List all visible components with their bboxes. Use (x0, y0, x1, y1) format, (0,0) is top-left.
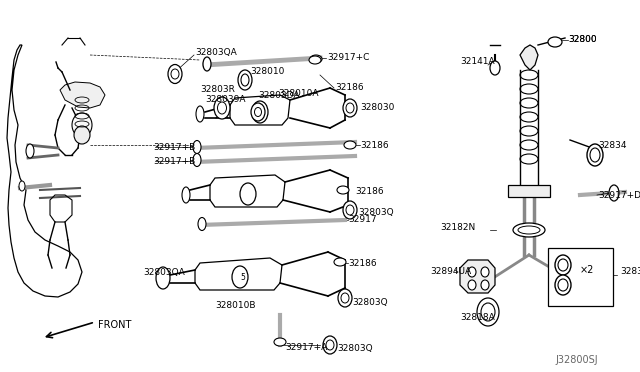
Text: 32803Q: 32803Q (352, 298, 388, 307)
Ellipse shape (590, 148, 600, 162)
Ellipse shape (346, 103, 354, 113)
Ellipse shape (468, 280, 476, 290)
Ellipse shape (310, 55, 322, 63)
Text: 328340: 328340 (620, 267, 640, 276)
Ellipse shape (74, 126, 90, 144)
Ellipse shape (241, 74, 249, 86)
Text: 32917+B: 32917+B (153, 142, 195, 151)
Ellipse shape (343, 201, 357, 219)
Ellipse shape (326, 340, 334, 350)
Ellipse shape (477, 298, 499, 326)
Text: 5: 5 (241, 273, 245, 282)
Ellipse shape (252, 101, 268, 123)
Text: 328010A: 328010A (278, 89, 319, 97)
Text: 32186: 32186 (348, 259, 376, 267)
Ellipse shape (338, 289, 352, 307)
Text: 32803Q: 32803Q (337, 343, 372, 353)
Text: 32803Q: 32803Q (358, 208, 394, 217)
Bar (548, 248, 613, 306)
Ellipse shape (555, 255, 571, 275)
Ellipse shape (490, 61, 500, 75)
Text: 32917+C: 32917+C (327, 54, 369, 62)
Ellipse shape (255, 108, 262, 116)
Ellipse shape (19, 181, 25, 191)
Ellipse shape (168, 64, 182, 83)
Ellipse shape (481, 303, 495, 321)
Polygon shape (60, 82, 105, 108)
Text: 328010: 328010 (250, 67, 284, 77)
Text: FRONT: FRONT (98, 320, 131, 330)
Ellipse shape (609, 185, 619, 201)
Ellipse shape (198, 218, 206, 231)
Ellipse shape (182, 187, 190, 203)
Polygon shape (520, 45, 538, 70)
Text: 32818A: 32818A (460, 314, 495, 323)
Ellipse shape (558, 279, 568, 291)
Text: 32186: 32186 (360, 141, 388, 150)
Bar (508, 185, 550, 197)
Ellipse shape (309, 56, 321, 64)
Ellipse shape (193, 154, 201, 167)
Ellipse shape (481, 267, 489, 277)
Text: 32182N: 32182N (440, 224, 476, 232)
Ellipse shape (171, 69, 179, 79)
Text: 32186: 32186 (335, 83, 364, 93)
Ellipse shape (468, 267, 476, 277)
Ellipse shape (555, 275, 571, 295)
Ellipse shape (518, 226, 540, 234)
Ellipse shape (274, 338, 286, 346)
Text: 32803R: 32803R (200, 86, 235, 94)
Ellipse shape (337, 186, 349, 194)
Ellipse shape (481, 280, 489, 290)
Ellipse shape (343, 99, 357, 117)
Text: 32186: 32186 (355, 187, 383, 196)
Text: 32803DA: 32803DA (258, 90, 300, 99)
Ellipse shape (156, 267, 170, 289)
Text: J32800SJ: J32800SJ (555, 355, 598, 365)
Ellipse shape (251, 103, 265, 121)
Polygon shape (460, 260, 495, 293)
Ellipse shape (26, 144, 34, 158)
Ellipse shape (240, 183, 256, 205)
Text: 32917+A: 32917+A (285, 343, 327, 352)
Ellipse shape (346, 205, 354, 215)
Text: 32800: 32800 (568, 35, 596, 45)
Ellipse shape (548, 37, 562, 47)
Text: 32141A: 32141A (460, 58, 495, 67)
Text: 32803QA: 32803QA (143, 267, 185, 276)
Text: 32917: 32917 (348, 215, 376, 224)
Ellipse shape (72, 113, 92, 137)
Ellipse shape (334, 258, 346, 266)
Ellipse shape (203, 57, 211, 71)
Ellipse shape (341, 293, 349, 303)
Ellipse shape (513, 223, 545, 237)
Text: 32917+B: 32917+B (153, 157, 195, 166)
Ellipse shape (232, 266, 248, 288)
Ellipse shape (323, 336, 337, 354)
Ellipse shape (558, 259, 568, 271)
Ellipse shape (238, 70, 252, 90)
Text: 328039A: 328039A (205, 96, 246, 105)
Text: 328010B: 328010B (215, 301, 255, 310)
Ellipse shape (196, 106, 204, 122)
Text: 328030: 328030 (360, 103, 394, 112)
Text: 32834: 32834 (598, 141, 627, 150)
Text: ×2: ×2 (580, 265, 595, 275)
Text: 32917+D: 32917+D (598, 190, 640, 199)
Ellipse shape (214, 97, 230, 119)
Text: 32803QA: 32803QA (195, 48, 237, 57)
Ellipse shape (193, 141, 201, 154)
Ellipse shape (344, 141, 356, 149)
Text: 32800: 32800 (568, 35, 596, 45)
Ellipse shape (218, 102, 227, 114)
Text: 32894UA: 32894UA (430, 267, 471, 276)
Ellipse shape (587, 144, 603, 166)
